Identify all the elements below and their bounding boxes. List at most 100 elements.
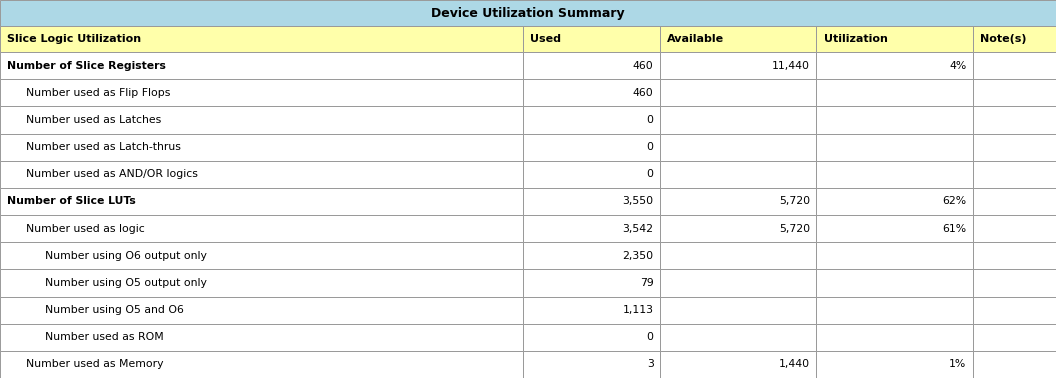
Bar [973,133,1056,161]
Bar [816,133,973,161]
Bar [660,242,816,270]
Bar [523,296,660,324]
Bar [660,351,816,378]
Text: 5,720: 5,720 [779,197,810,206]
Bar [660,26,816,52]
Bar [0,161,523,188]
Bar [523,79,660,106]
Text: Slice Logic Utilization: Slice Logic Utilization [7,34,142,44]
Text: 5,720: 5,720 [779,223,810,234]
Bar [816,26,973,52]
Bar [816,161,973,188]
Bar [816,106,973,133]
Text: 0: 0 [646,115,654,125]
Text: Number using O6 output only: Number using O6 output only [45,251,207,261]
Bar [816,242,973,270]
Bar [973,351,1056,378]
Bar [0,242,523,270]
Text: Number using O5 output only: Number using O5 output only [45,278,207,288]
Text: 0: 0 [646,169,654,179]
Bar [660,215,816,242]
Bar [660,79,816,106]
Bar [0,324,523,351]
Bar [523,52,660,79]
Text: 2,350: 2,350 [623,251,654,261]
Bar [0,133,523,161]
Bar [973,270,1056,296]
Bar [973,324,1056,351]
Bar [816,79,973,106]
Bar [660,161,816,188]
Text: Utilization: Utilization [824,34,887,44]
Bar [973,26,1056,52]
Text: Available: Available [667,34,724,44]
Bar [973,161,1056,188]
Bar [0,79,523,106]
Bar [973,296,1056,324]
Bar [0,296,523,324]
Bar [523,351,660,378]
Text: 460: 460 [633,88,654,98]
Bar [660,52,816,79]
Text: 4%: 4% [949,60,966,71]
Bar [523,270,660,296]
Bar [0,0,1056,26]
Bar [0,351,523,378]
Bar [816,351,973,378]
Bar [973,215,1056,242]
Bar [523,106,660,133]
Bar [523,161,660,188]
Text: 79: 79 [640,278,654,288]
Text: 1,113: 1,113 [623,305,654,315]
Text: Number of Slice Registers: Number of Slice Registers [7,60,166,71]
Text: Number used as ROM: Number used as ROM [45,332,164,342]
Text: 11,440: 11,440 [772,60,810,71]
Text: 61%: 61% [942,223,966,234]
Text: Number used as Latches: Number used as Latches [26,115,162,125]
Text: Number used as AND/OR logics: Number used as AND/OR logics [26,169,199,179]
Text: 1,440: 1,440 [779,359,810,369]
Bar [0,26,523,52]
Text: 1%: 1% [949,359,966,369]
Text: 3,542: 3,542 [623,223,654,234]
Bar [816,324,973,351]
Bar [0,188,523,215]
Text: Device Utilization Summary: Device Utilization Summary [431,6,625,20]
Bar [973,79,1056,106]
Bar [660,324,816,351]
Bar [660,106,816,133]
Bar [523,188,660,215]
Bar [973,106,1056,133]
Bar [660,188,816,215]
Text: Number used as Flip Flops: Number used as Flip Flops [26,88,171,98]
Bar [816,52,973,79]
Bar [973,52,1056,79]
Bar [523,133,660,161]
Bar [523,215,660,242]
Text: Note(s): Note(s) [980,34,1026,44]
Text: Used: Used [530,34,561,44]
Bar [0,215,523,242]
Bar [816,270,973,296]
Text: Number used as logic: Number used as logic [26,223,145,234]
Bar [973,242,1056,270]
Text: 0: 0 [646,332,654,342]
Bar [0,270,523,296]
Text: 460: 460 [633,60,654,71]
Bar [523,242,660,270]
Bar [523,324,660,351]
Text: Number used as Latch-thrus: Number used as Latch-thrus [26,142,182,152]
Text: Number used as Memory: Number used as Memory [26,359,164,369]
Text: 62%: 62% [942,197,966,206]
Bar [660,133,816,161]
Bar [816,215,973,242]
Bar [523,26,660,52]
Bar [0,106,523,133]
Bar [816,296,973,324]
Bar [816,188,973,215]
Bar [660,270,816,296]
Text: Number using O5 and O6: Number using O5 and O6 [45,305,185,315]
Text: 3: 3 [646,359,654,369]
Text: 3,550: 3,550 [623,197,654,206]
Bar [0,52,523,79]
